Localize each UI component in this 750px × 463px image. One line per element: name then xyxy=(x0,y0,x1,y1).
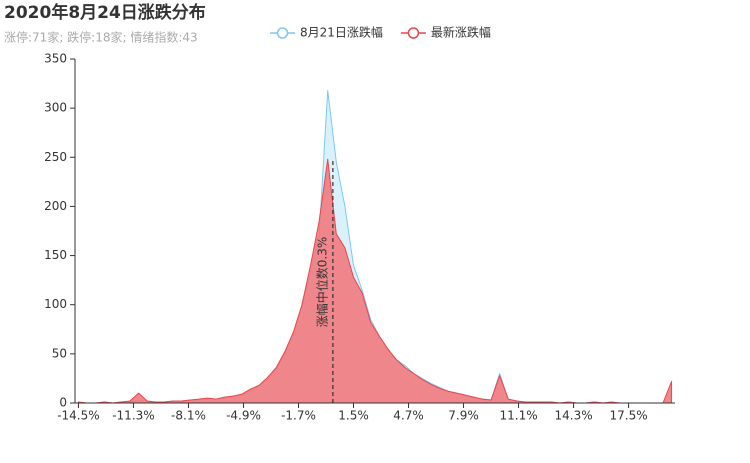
x-tick-label: 14.3% xyxy=(555,409,593,423)
x-tick-label: -11.3% xyxy=(112,409,154,423)
y-tick-label: 200 xyxy=(44,199,67,213)
y-tick-label: 350 xyxy=(44,52,67,66)
x-tick-label: -1.7% xyxy=(281,409,316,423)
y-tick-label: 300 xyxy=(44,101,67,115)
x-tick-label: -4.9% xyxy=(226,409,261,423)
y-tick-label: 50 xyxy=(52,346,67,360)
y-tick-label: 0 xyxy=(59,396,67,410)
y-tick-label: 100 xyxy=(44,297,67,311)
legend-icon xyxy=(407,27,420,39)
x-tick-label: 7.9% xyxy=(448,409,479,423)
legend-icon xyxy=(276,27,289,39)
chart-title: 2020年8月24日涨跌分布 xyxy=(4,2,206,23)
x-tick-label: 4.7% xyxy=(393,409,424,423)
x-tick-label: -14.5% xyxy=(57,409,99,423)
series-area xyxy=(77,158,673,404)
x-tick-label: -8.1% xyxy=(171,409,206,423)
x-tick-label: 11.1% xyxy=(499,409,537,423)
y-tick-label: 250 xyxy=(44,150,67,164)
y-tick-label: 150 xyxy=(44,248,67,262)
legend-label: 8月21日涨跌幅 xyxy=(300,25,383,40)
x-tick-label: 1.5% xyxy=(338,409,369,423)
x-tick-label: 17.5% xyxy=(610,409,648,423)
legend-label: 最新涨跌幅 xyxy=(431,25,491,40)
chart-subtitle: 涨停:71家; 跌停:18家; 情绪指数:43 xyxy=(4,30,198,45)
median-label: 涨幅中位数0.3% xyxy=(314,237,329,328)
